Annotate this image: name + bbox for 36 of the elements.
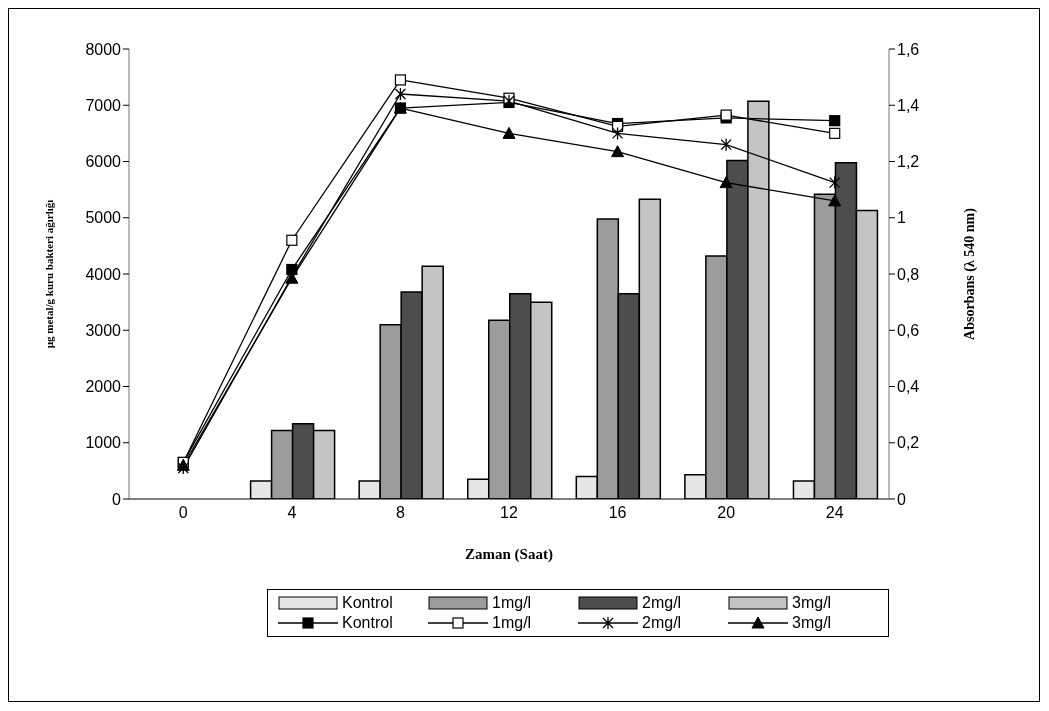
x-axis-title: Zaman (Saat) xyxy=(465,546,553,563)
x-tick-label: 24 xyxy=(825,504,844,522)
y-tick-label: 6000 xyxy=(85,153,122,171)
legend-label: 1mg/l xyxy=(492,614,532,632)
x-tick-label: 8 xyxy=(395,504,405,522)
x-tick-label: 20 xyxy=(717,504,736,522)
y-tick-label: 5000 xyxy=(85,209,122,227)
legend-label: Kontrol xyxy=(342,594,393,612)
y-axis-title: µg metal/g kuru bakteri ağırlığı xyxy=(42,199,55,349)
legend-label: Kontrol xyxy=(342,614,393,632)
legend-label: 1mg/l xyxy=(492,594,532,612)
y-tick-label: 4000 xyxy=(85,265,122,283)
y2-tick-label: 1,2 xyxy=(897,153,920,171)
y-tick-label: 1000 xyxy=(85,434,122,452)
y-tick-label: 2000 xyxy=(85,378,122,396)
legend-label: 2mg/l xyxy=(642,594,682,612)
y2-tick-label: 1,6 xyxy=(897,40,920,58)
y2-axis-title: Absorbans (λ 540 nm) xyxy=(961,207,978,340)
y2-tick-label: 0 xyxy=(897,490,906,508)
y2-tick-label: 0,6 xyxy=(897,321,920,339)
y-tick-label: 8000 xyxy=(85,40,122,58)
legend-label: 3mg/l xyxy=(792,594,832,612)
y-tick-label: 0 xyxy=(112,490,122,508)
x-tick-label: 0 xyxy=(178,504,188,522)
y2-tick-label: 1 xyxy=(897,209,906,227)
y2-tick-label: 0,4 xyxy=(897,378,920,396)
x-tick-label: 12 xyxy=(500,504,518,522)
y2-tick-label: 0,2 xyxy=(897,434,920,452)
y2-tick-label: 1,4 xyxy=(897,96,920,114)
x-tick-label: 16 xyxy=(608,504,627,522)
legend-label: 2mg/l xyxy=(642,614,682,632)
y-tick-label: 7000 xyxy=(85,96,122,114)
y-tick-label: 3000 xyxy=(85,321,122,339)
x-tick-label: 4 xyxy=(287,504,297,522)
y2-tick-label: 0,8 xyxy=(897,265,920,283)
legend-label: 3mg/l xyxy=(792,614,832,632)
